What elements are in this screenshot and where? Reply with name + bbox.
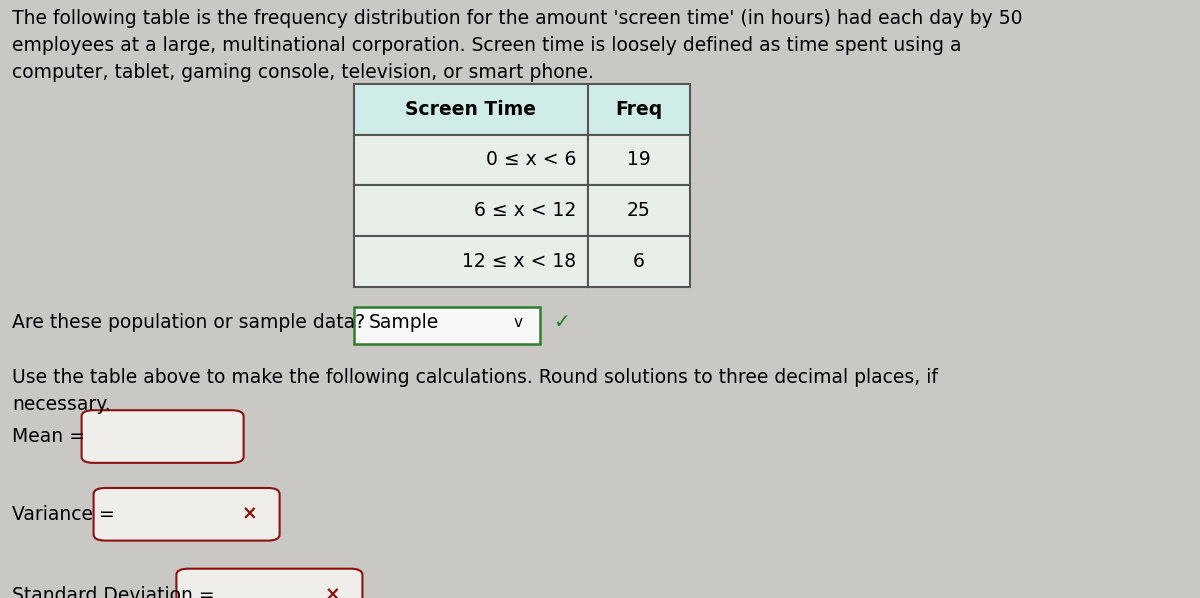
Text: ×: × [324, 585, 341, 598]
Text: v: v [514, 315, 523, 331]
Text: 0 ≤ x < 6: 0 ≤ x < 6 [486, 151, 576, 169]
Bar [354, 135, 588, 185]
Text: 19: 19 [628, 151, 650, 169]
FancyBboxPatch shape [176, 569, 362, 598]
Text: 6 ≤ x < 12: 6 ≤ x < 12 [474, 202, 576, 220]
Text: Screen Time: Screen Time [406, 100, 536, 118]
Text: ×: × [241, 505, 258, 524]
Bar [588, 135, 690, 185]
Text: 25: 25 [628, 202, 650, 220]
Text: 6: 6 [634, 252, 644, 271]
Text: Standard Deviation =: Standard Deviation = [12, 585, 215, 598]
Text: Mean =: Mean = [12, 427, 85, 446]
Bar [354, 185, 588, 236]
FancyBboxPatch shape [82, 410, 244, 463]
FancyBboxPatch shape [94, 488, 280, 541]
Bar [354, 236, 588, 287]
Text: 12 ≤ x < 18: 12 ≤ x < 18 [462, 252, 576, 271]
FancyBboxPatch shape [354, 307, 540, 344]
Text: Freq: Freq [616, 100, 662, 118]
Bar [588, 185, 690, 236]
Text: Variance =: Variance = [12, 505, 115, 524]
Bar [354, 84, 690, 135]
Bar [588, 236, 690, 287]
Text: ✓: ✓ [554, 313, 571, 332]
Text: Sample: Sample [368, 313, 439, 332]
Text: The following table is the frequency distribution for the amount 'screen time' (: The following table is the frequency dis… [12, 9, 1022, 83]
Text: Are these population or sample data?: Are these population or sample data? [12, 313, 365, 332]
Text: Use the table above to make the following calculations. Round solutions to three: Use the table above to make the followin… [12, 368, 938, 414]
